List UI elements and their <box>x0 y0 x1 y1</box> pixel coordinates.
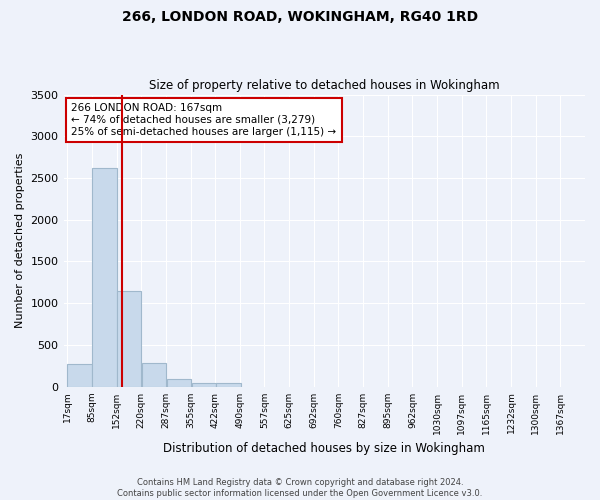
Bar <box>67 364 92 386</box>
Bar <box>167 379 191 386</box>
Text: 266 LONDON ROAD: 167sqm
← 74% of detached houses are smaller (3,279)
25% of semi: 266 LONDON ROAD: 167sqm ← 74% of detache… <box>71 104 337 136</box>
Bar <box>192 382 216 386</box>
Bar <box>92 168 117 386</box>
Text: Contains HM Land Registry data © Crown copyright and database right 2024.
Contai: Contains HM Land Registry data © Crown c… <box>118 478 482 498</box>
Title: Size of property relative to detached houses in Wokingham: Size of property relative to detached ho… <box>149 79 500 92</box>
Bar <box>217 384 241 386</box>
Bar <box>142 364 166 386</box>
Y-axis label: Number of detached properties: Number of detached properties <box>15 153 25 328</box>
Text: 266, LONDON ROAD, WOKINGHAM, RG40 1RD: 266, LONDON ROAD, WOKINGHAM, RG40 1RD <box>122 10 478 24</box>
X-axis label: Distribution of detached houses by size in Wokingham: Distribution of detached houses by size … <box>163 442 485 455</box>
Bar <box>117 290 142 386</box>
